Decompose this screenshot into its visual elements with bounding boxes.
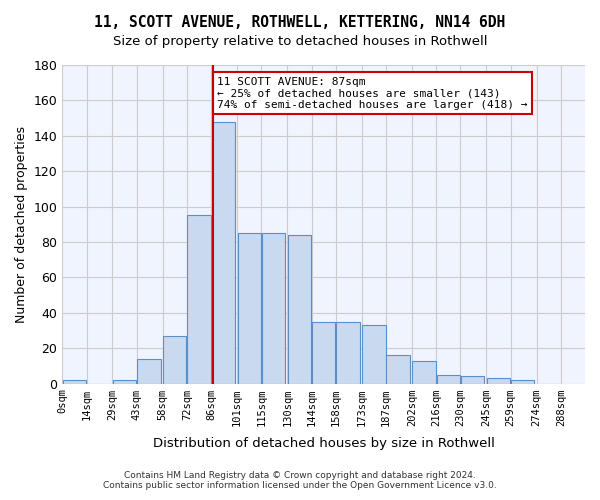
X-axis label: Distribution of detached houses by size in Rothwell: Distribution of detached houses by size … [153,437,494,450]
Bar [187,216,211,384]
Bar [487,378,510,384]
Bar [437,374,460,384]
Bar [386,355,410,384]
Bar [137,359,161,384]
Bar [412,360,436,384]
Bar [288,235,311,384]
Text: 11, SCOTT AVENUE, ROTHWELL, KETTERING, NN14 6DH: 11, SCOTT AVENUE, ROTHWELL, KETTERING, N… [94,15,506,30]
Bar [262,233,285,384]
Bar [163,336,187,384]
Y-axis label: Number of detached properties: Number of detached properties [15,126,28,323]
Bar [312,322,335,384]
Bar [212,122,235,384]
Text: 11 SCOTT AVENUE: 87sqm
← 25% of detached houses are smaller (143)
74% of semi-de: 11 SCOTT AVENUE: 87sqm ← 25% of detached… [217,76,527,110]
Bar [336,322,359,384]
Text: Size of property relative to detached houses in Rothwell: Size of property relative to detached ho… [113,35,487,48]
Bar [511,380,535,384]
Bar [461,376,484,384]
Bar [362,325,386,384]
Bar [63,380,86,384]
Text: Contains HM Land Registry data © Crown copyright and database right 2024.
Contai: Contains HM Land Registry data © Crown c… [103,470,497,490]
Bar [113,380,136,384]
Bar [238,233,261,384]
